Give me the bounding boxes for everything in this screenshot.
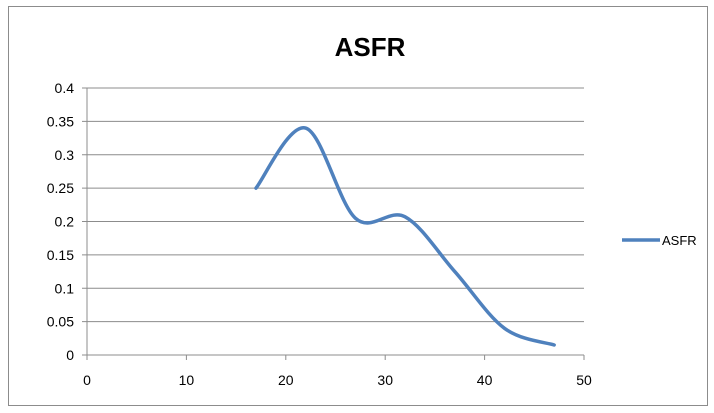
x-tick-label: 50 [576, 372, 592, 388]
legend-label: ASFR [662, 233, 697, 248]
y-tick-label: 0.1 [55, 280, 75, 296]
x-tick-label: 30 [377, 372, 393, 388]
x-tick-label: 0 [83, 372, 91, 388]
chart-frame [8, 6, 708, 406]
x-tick-label: 20 [278, 372, 294, 388]
y-tick-label: 0.15 [47, 247, 74, 263]
chart-title: ASFR [335, 32, 406, 62]
y-axis-ticks: 0 0.05 0.1 0.15 0.2 0.25 0.3 0.35 0.4 [47, 80, 87, 363]
y-tick-label: 0.4 [55, 80, 75, 96]
y-tick-label: 0.25 [47, 180, 74, 196]
y-tick-label: 0.05 [47, 314, 74, 330]
x-axis-ticks: 0 10 20 30 40 50 [83, 355, 592, 388]
series-line-asfr [254, 126, 556, 347]
y-tick-label: 0 [66, 347, 74, 363]
x-tick-label: 40 [477, 372, 493, 388]
series-group [254, 126, 556, 347]
x-tick-label: 10 [179, 372, 195, 388]
y-tick-label: 0.35 [47, 113, 74, 129]
y-tick-label: 0.3 [55, 147, 75, 163]
legend: ASFR [622, 233, 697, 248]
gridlines [87, 87, 584, 323]
y-tick-label: 0.2 [55, 214, 75, 230]
